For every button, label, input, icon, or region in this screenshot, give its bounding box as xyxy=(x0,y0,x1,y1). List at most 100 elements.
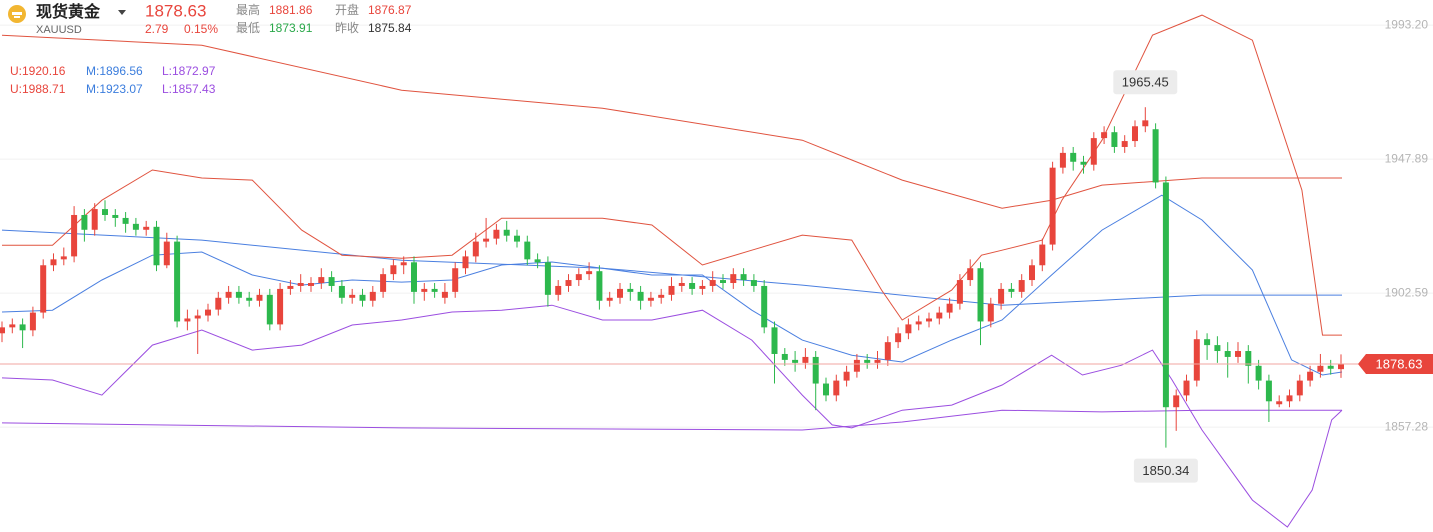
candle-body xyxy=(1276,401,1283,405)
candle-body xyxy=(823,383,829,396)
annotation-box xyxy=(1133,458,1198,483)
candle-body xyxy=(874,359,881,363)
candle-body xyxy=(1090,138,1097,165)
candle-body xyxy=(277,288,284,325)
candle-body xyxy=(112,214,119,218)
candle-body xyxy=(225,291,232,298)
candle-body xyxy=(1101,132,1108,139)
candle-body xyxy=(462,256,469,269)
candle-body xyxy=(617,288,623,298)
candle-body xyxy=(699,285,706,289)
candle-body xyxy=(771,327,778,354)
stat-value: 1873.91 xyxy=(269,21,313,35)
candle-body xyxy=(833,380,840,396)
candle-body xyxy=(864,359,871,363)
candle-body xyxy=(524,241,531,260)
candle-body xyxy=(678,283,685,286)
candle-body xyxy=(400,262,407,266)
candle-body xyxy=(792,359,799,363)
stat-name: 最高 xyxy=(236,2,260,17)
candle-body xyxy=(0,327,5,334)
candle-body xyxy=(730,274,737,284)
band-legend: M:1923.07 xyxy=(86,82,143,96)
candle-body xyxy=(967,268,974,281)
candle-body xyxy=(1080,161,1087,165)
candle-body xyxy=(977,268,984,322)
candle-body xyxy=(555,285,562,295)
candle-body xyxy=(163,241,170,266)
candle-body xyxy=(709,280,716,286)
candle-body xyxy=(29,312,36,331)
band-legend: L:1857.43 xyxy=(162,82,216,96)
candle-body xyxy=(287,285,294,289)
candle-body xyxy=(1070,152,1077,162)
candle-body xyxy=(1183,380,1190,396)
stat-value: 1876.87 xyxy=(368,3,412,17)
candle-body xyxy=(1307,371,1314,381)
stat-value: 1875.84 xyxy=(368,21,412,35)
candle-body xyxy=(586,271,593,275)
candle-body xyxy=(895,333,902,343)
candle-body xyxy=(297,283,304,286)
candle-body xyxy=(987,303,994,322)
candle-body xyxy=(1008,288,1015,292)
candle-body xyxy=(40,265,47,313)
candle-body xyxy=(926,318,932,322)
candle-body xyxy=(503,229,510,236)
candle-body xyxy=(627,288,634,292)
candle-body xyxy=(184,318,191,322)
candle-body xyxy=(19,324,26,331)
candle-body xyxy=(1029,265,1035,281)
candle-body xyxy=(1132,126,1138,142)
stat-name: 最低 xyxy=(236,21,260,35)
stat-name: 昨收 xyxy=(335,21,359,35)
candle-body xyxy=(1111,132,1118,147)
candle-body xyxy=(246,297,253,301)
candle-body xyxy=(472,241,479,257)
candle-body xyxy=(514,235,520,242)
candle-body xyxy=(483,238,490,242)
stat-value: 1881.86 xyxy=(269,3,313,17)
candle-body xyxy=(318,277,325,284)
candle-body xyxy=(544,262,551,295)
price: 1878.63 xyxy=(145,1,206,20)
candle-body xyxy=(441,291,448,298)
change-percent: 0.15% xyxy=(184,22,218,36)
candle-body xyxy=(534,259,541,263)
candle-body xyxy=(349,294,356,298)
candle-body xyxy=(606,297,613,301)
gold-icon-bar xyxy=(12,12,22,15)
candle-body xyxy=(668,285,675,295)
candle-body xyxy=(338,285,345,298)
candle-body xyxy=(1173,395,1180,408)
candle-body xyxy=(1039,244,1046,266)
candle-body xyxy=(122,217,129,224)
candle-body xyxy=(194,315,201,319)
candle-body xyxy=(1265,380,1272,402)
title[interactable]: 现货黄金 xyxy=(36,2,101,21)
candle-body xyxy=(1018,280,1025,292)
candle-body xyxy=(421,288,428,292)
band-line xyxy=(2,14,1342,336)
candle-body xyxy=(946,303,953,313)
y-tick-label: 1947.89 xyxy=(1385,151,1429,165)
candle-body xyxy=(1286,395,1293,402)
candle-body xyxy=(1224,351,1231,357)
candle-body xyxy=(1235,351,1241,357)
candle-body xyxy=(1152,129,1159,183)
candle-body xyxy=(936,312,943,319)
candle-body xyxy=(812,356,819,384)
candle-body xyxy=(1049,167,1056,245)
candle-body xyxy=(1193,339,1200,381)
candle-body xyxy=(1296,380,1303,396)
plot-area: 1993.20 1947.89 1902.59 1857.28 1878.63 1965.… xyxy=(0,14,1433,528)
candle-body xyxy=(60,256,67,260)
candle-body xyxy=(1317,365,1324,372)
candle-body xyxy=(380,274,387,292)
candle-body xyxy=(256,294,263,301)
candle-body xyxy=(575,274,582,281)
candle-body xyxy=(411,262,417,292)
band-legend: U:1920.16 xyxy=(10,64,66,78)
dropdown-arrow[interactable] xyxy=(118,10,126,15)
header: 现货黄金 XAUUSD 1878.63 2.79 0.15% 最高 1881.86… xyxy=(8,1,412,96)
